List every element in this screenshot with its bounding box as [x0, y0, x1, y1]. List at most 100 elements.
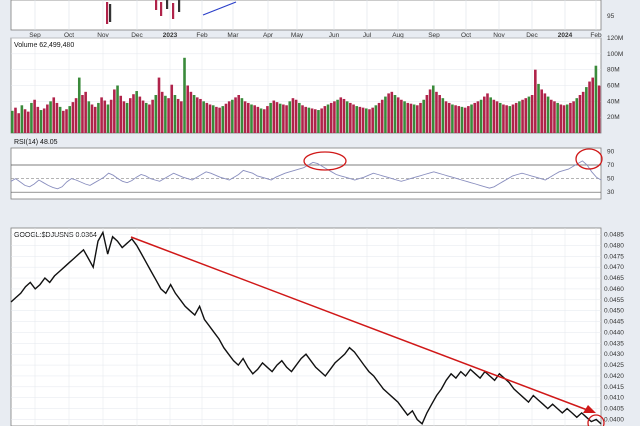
x-tick-label: May — [291, 32, 304, 39]
volume-bar — [74, 98, 78, 133]
volume-bar — [97, 102, 100, 133]
volume-bar — [68, 106, 71, 133]
volume-bar — [266, 106, 269, 133]
volume-bar — [202, 101, 205, 133]
x-tick-label: Dec — [526, 32, 538, 39]
volume-bar — [259, 108, 263, 133]
rsi-line — [10, 160, 602, 190]
volume-bar — [275, 102, 279, 133]
rsi-y-tick: 50 — [607, 176, 615, 183]
x-tick-label: Nov — [493, 32, 505, 39]
volume-bar — [562, 105, 566, 133]
volume-bar — [141, 100, 145, 133]
ratio-y-tick: 0.0450 — [604, 308, 624, 315]
volume-bar — [160, 91, 164, 133]
volume-bar — [170, 84, 174, 133]
volume-bar — [77, 77, 81, 133]
volume-bar — [119, 95, 123, 133]
rsi-y-tick: 90 — [607, 148, 615, 155]
volume-bar — [298, 102, 301, 133]
volume-bar — [588, 81, 591, 133]
volume-bar — [173, 95, 177, 133]
volume-bar — [288, 101, 292, 133]
volume-bar — [540, 89, 543, 133]
volume-bar — [416, 105, 419, 133]
volume-bar — [460, 106, 464, 133]
ratio-y-tick: 0.0465 — [604, 275, 624, 282]
volume-bar — [361, 107, 365, 133]
volume-bar — [355, 106, 359, 133]
volume-title: Volume 62,499,480 — [14, 42, 74, 49]
x-tick-label: Sep — [428, 32, 440, 39]
x-tick-label: Feb — [590, 32, 602, 39]
volume-bar — [569, 102, 572, 133]
volume-bar — [183, 57, 186, 133]
volume-bar — [559, 104, 563, 133]
volume-bar — [495, 101, 499, 133]
volume-bar — [208, 104, 212, 133]
ratio-y-tick: 0.0405 — [604, 406, 624, 413]
volume-bar — [135, 91, 138, 133]
volume-bar — [345, 101, 349, 133]
x-tick-label: Mar — [227, 32, 239, 39]
volume-bar — [527, 96, 531, 133]
ratio-annotation-circle — [587, 414, 605, 426]
volume-bar — [93, 106, 97, 133]
volume-bar — [597, 85, 601, 133]
volume-bar — [250, 104, 253, 133]
x-tick-label: Apr — [263, 32, 274, 39]
volume-bar — [199, 98, 202, 133]
volume-bar — [326, 104, 330, 133]
volume-bar — [530, 95, 534, 133]
x-tick-label: 2024 — [558, 32, 573, 39]
volume-bar — [262, 109, 266, 133]
volume-bar — [543, 93, 547, 133]
volume-bar — [441, 98, 445, 133]
volume-bar — [23, 109, 27, 133]
volume-bar — [406, 102, 410, 133]
candle — [106, 2, 109, 24]
volume-bar — [17, 113, 20, 133]
ratio-line — [10, 230, 602, 425]
volume-bar — [594, 65, 598, 133]
volume-bar — [253, 105, 256, 133]
volume-bar — [129, 98, 132, 133]
volume-bar — [502, 104, 505, 133]
ratio-y-tick: 0.0445 — [604, 319, 624, 326]
ratio-y-tick: 0.0460 — [604, 286, 624, 293]
volume-bar — [511, 104, 515, 133]
volume-bar — [307, 107, 311, 133]
volume-bar — [231, 99, 234, 133]
volume-bar — [211, 105, 215, 133]
volume-bar — [537, 83, 540, 133]
volume-bar — [483, 96, 486, 133]
volume-bar — [180, 101, 183, 133]
candle — [109, 4, 112, 22]
volume-bar — [167, 98, 170, 133]
ratio-y-tick: 0.0440 — [604, 329, 624, 336]
volume-bar — [387, 93, 390, 133]
x-tick-label: Jul — [363, 32, 372, 39]
volume-bar — [122, 101, 126, 133]
volume-bar — [352, 104, 355, 133]
volume-bar — [30, 102, 33, 133]
volume-bar — [505, 105, 508, 133]
ratio-panel — [10, 227, 602, 426]
volume-bar — [256, 106, 260, 133]
volume-bar — [192, 95, 196, 133]
volume-bar — [463, 107, 467, 133]
candle — [160, 2, 163, 16]
volume-bar — [524, 98, 528, 133]
volume-bar — [514, 102, 518, 133]
ratio-y-tick: 0.0415 — [604, 384, 624, 391]
volume-bar — [291, 98, 295, 133]
candle — [166, 0, 169, 9]
volume-bar — [431, 85, 435, 133]
volume-bar — [498, 102, 502, 133]
candle — [155, 0, 158, 10]
volume-bar — [317, 110, 320, 133]
volume-bar — [157, 77, 161, 133]
volume-bar — [195, 97, 199, 133]
volume-bar — [103, 100, 107, 133]
volume-bar — [329, 102, 333, 133]
